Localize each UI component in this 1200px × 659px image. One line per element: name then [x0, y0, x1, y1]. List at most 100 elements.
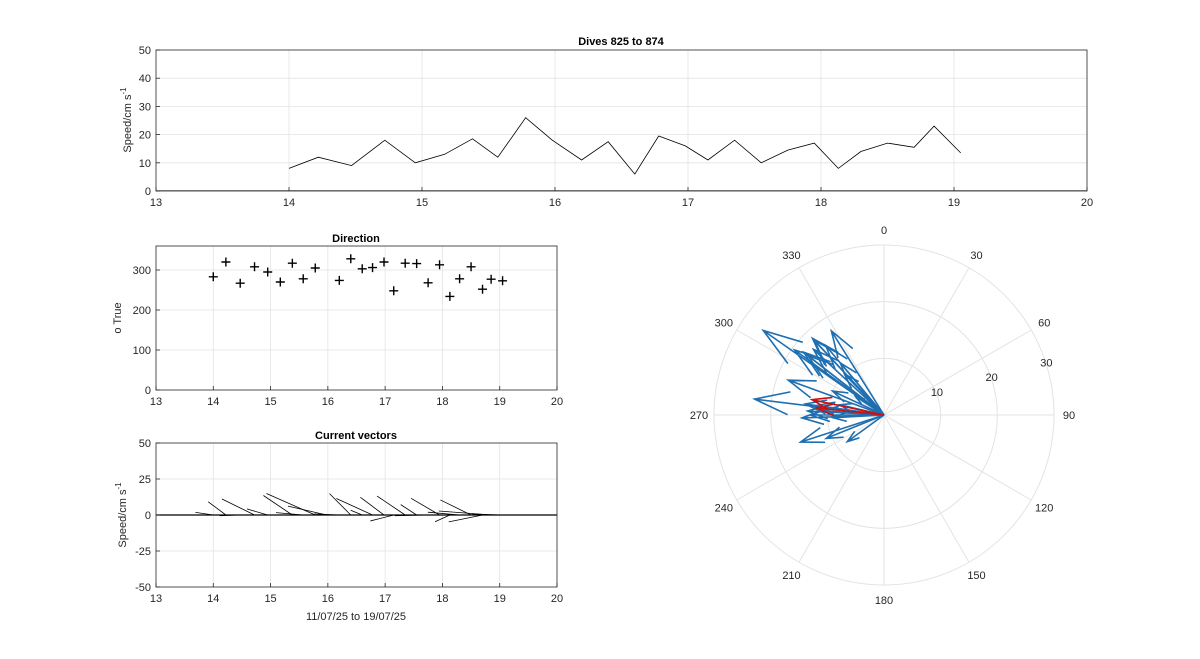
direction-point — [400, 258, 410, 268]
direction-point — [208, 272, 218, 282]
polar-spoke — [883, 267, 970, 416]
speed-x-tick-label: 20 — [1081, 197, 1093, 209]
current-vector — [336, 498, 373, 516]
speed-series — [156, 117, 1087, 191]
polar-current-arrow — [785, 379, 885, 416]
current-vector — [195, 512, 214, 516]
speed-y-tick-label: 30 — [139, 101, 151, 113]
polar-angle-label: 60 — [1038, 318, 1050, 330]
direction-point — [455, 274, 465, 284]
current-vector — [266, 493, 316, 516]
direction-point — [379, 257, 389, 267]
polar-angle-label: 210 — [782, 570, 800, 582]
vectors-x-tick-label: 20 — [551, 593, 563, 605]
direction-point — [486, 274, 496, 284]
direction-x-tick-label: 18 — [436, 396, 448, 408]
polar-current-arrow — [799, 409, 885, 426]
direction-point — [235, 278, 245, 288]
vectors-y-tick-label: -25 — [135, 546, 151, 558]
speed-y-tick-label: 20 — [139, 130, 151, 142]
polar-angle-label: 0 — [881, 225, 887, 237]
speed-y-tick-label: 10 — [139, 158, 151, 170]
direction-x-tick-label: 17 — [379, 396, 391, 408]
direction-point — [334, 275, 344, 285]
speed-x-tick-label: 14 — [283, 197, 295, 209]
vectors-xlabel: 11/07/25 to 19/07/25 — [306, 611, 406, 623]
current-vector — [471, 513, 503, 516]
direction-point — [275, 277, 285, 287]
speed-axes-box — [155, 49, 1088, 192]
current-vector — [434, 514, 451, 523]
direction-x-tick-label: 20 — [551, 396, 563, 408]
vectors-ylabel: Speed/cm s — [117, 489, 129, 548]
polar-angle-label: 30 — [970, 250, 982, 262]
current-vector — [448, 514, 483, 523]
direction-point — [221, 257, 231, 267]
current-vector — [370, 514, 394, 522]
direction-x-tick-label: 13 — [150, 396, 162, 408]
vectors-chart-title: Current vectors — [315, 430, 397, 442]
current-vector — [329, 493, 352, 516]
polar-current-arrow — [811, 347, 885, 416]
direction-point — [445, 291, 455, 301]
polar-angle-label: 120 — [1035, 503, 1053, 515]
vectors-ticks: 13 14 15 16 17 18 19 20 -50 -25 0 25 50 — [135, 438, 563, 605]
current-vector — [263, 495, 293, 516]
direction-y-tick-label: 300 — [133, 265, 151, 277]
direction-point — [412, 259, 422, 269]
vectors-x-tick-label: 16 — [322, 593, 334, 605]
speed-y-tick-label: 0 — [145, 186, 151, 198]
polar-mean-arrow — [813, 403, 885, 417]
direction-x-tick-label: 16 — [322, 396, 334, 408]
current-vectors-chart: 13 14 15 16 17 18 19 20 -50 -25 0 25 50 Current vect… — [114, 430, 563, 623]
direction-point — [346, 254, 356, 264]
speed-y-tick-label: 50 — [139, 45, 151, 57]
polar-radius-label: 30 — [1040, 358, 1052, 370]
polar-radius-label: 20 — [986, 372, 998, 384]
direction-point — [478, 284, 488, 294]
polar-current-arrow — [806, 354, 885, 416]
current-vector — [207, 501, 227, 516]
current-vector — [219, 514, 241, 517]
speed-x-tick-label: 16 — [549, 197, 561, 209]
speed-ylabel-sup: -1 — [119, 87, 128, 95]
current-vector — [440, 499, 472, 516]
polar-angle-label: 90 — [1063, 410, 1075, 422]
direction-y-tick-label: 0 — [145, 385, 151, 397]
vectors-x-tick-label: 14 — [207, 593, 219, 605]
current-vector — [275, 512, 304, 516]
current-vector — [350, 509, 363, 516]
speed-x-tick-label: 18 — [815, 197, 827, 209]
polar-spoke — [883, 329, 1032, 416]
polar-spoke — [798, 267, 885, 416]
current-vector — [410, 497, 440, 516]
polar-spoke — [883, 414, 970, 563]
direction-axes-box — [155, 245, 558, 391]
polar-current-arrow — [798, 414, 885, 444]
polar-angle-label: 330 — [782, 250, 800, 262]
speed-y-tick-label: 40 — [139, 73, 151, 85]
polar-current-arrow — [845, 414, 885, 444]
vectors-x-tick-label: 15 — [264, 593, 276, 605]
vectors-x-tick-label: 19 — [494, 593, 506, 605]
speed-x-tick-label: 17 — [682, 197, 694, 209]
vectors-y-tick-label: 0 — [145, 510, 151, 522]
polar-spoke — [798, 414, 885, 563]
direction-y-tick-label: 200 — [133, 305, 151, 317]
polar-current-arrow — [830, 328, 885, 416]
vectors-x-tick-label: 17 — [379, 593, 391, 605]
current-vector — [400, 504, 417, 516]
vectors-y-tick-label: 50 — [139, 438, 151, 450]
speed-chart-title: Dives 825 to 874 — [578, 36, 664, 48]
polar-radius-label: 10 — [931, 387, 943, 399]
speed-timeseries-chart: 13 14 15 16 17 18 19 20 0 10 20 30 40 50 Dives 825 to… — [119, 36, 1093, 209]
polar-spoke — [883, 414, 1032, 501]
direction-chart-title: Direction — [332, 233, 380, 245]
svg-text:Speed/cm s-1: Speed/cm s-1 — [114, 482, 129, 548]
direction-point — [389, 286, 399, 296]
direction-point — [250, 262, 260, 272]
direction-point — [423, 278, 433, 288]
